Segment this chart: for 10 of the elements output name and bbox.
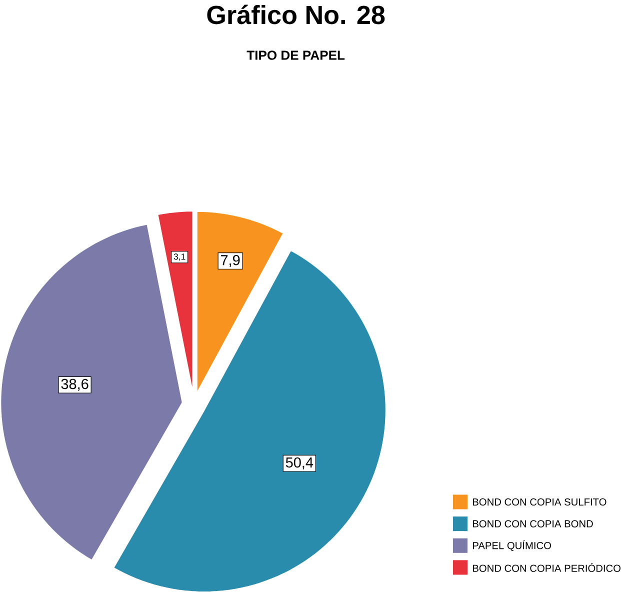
chart-subtitle: TIPO DE PAPEL [246,50,345,60]
legend-label: BOND CON COPIA SULFITO [473,498,606,506]
legend-label: BOND CON COPIA PERIÓDICO [473,563,621,572]
chart-title: Gráfico No. 28 [207,4,385,24]
legend-label: PAPEL QUÍMICO [473,540,551,552]
data-label: 3,1 [174,254,186,261]
legend-label: BOND CON COPIA BOND [473,520,593,528]
data-label: 50,4 [286,458,314,470]
data-label: 38,6 [61,379,88,392]
data-label: 7,9 [220,255,240,268]
